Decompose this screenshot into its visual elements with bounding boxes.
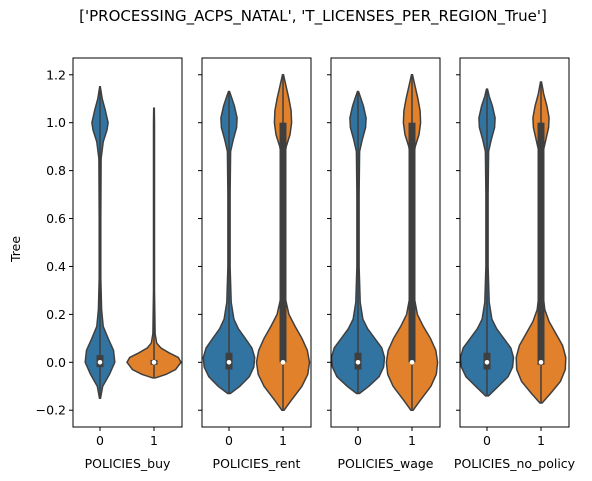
y-tick-label: −0.2 [36,403,66,418]
x-axis-label-2: POLICIES_rent [213,456,301,471]
median-dot-4-cat1 [538,360,544,365]
x-axis-label-3: POLICIES_wage [337,456,433,471]
axes-frame-2 [201,57,312,428]
x-tick-label: 1 [279,433,287,448]
panel-1: −0.2 0.0 0.2 0.4 0.6 0.8 1.0 1.2 0 1 POLICIES_buy [36,57,183,471]
y-axis-label: Tree [8,236,23,263]
iqr-box-3-cat1 [408,122,416,363]
axes-frame-4 [459,57,570,428]
y-tick-label: 0.2 [46,307,66,322]
median-dot-2-cat1 [280,360,286,365]
y-tick-label: 0.0 [46,355,66,370]
median-dot-2-cat0 [226,360,232,365]
median-dot-1-cat0 [97,360,103,365]
x-tick-label: 0 [96,433,104,448]
median-dot-3-cat1 [409,360,415,365]
y-tick-label: 0.4 [46,259,66,274]
iqr-box-4-cat1 [537,122,545,365]
y-tick-label: 1.0 [46,115,66,130]
x-tick-label: 1 [408,433,416,448]
axes-frame-1 [72,57,183,428]
panel-3: 0 1 POLICIES_wage [327,57,441,471]
panel-4: 0 1 POLICIES_no_policy [454,57,576,471]
median-dot-4-cat0 [484,360,490,365]
y-tick-label: 0.8 [46,163,66,178]
panel-2: 0 1 POLICIES_rent [198,57,312,471]
median-dot-1-cat1 [151,360,157,365]
x-tick-label: 0 [483,433,491,448]
axes-frame-3 [330,57,441,428]
chart-title: ['PROCESSING_ACPS_NATAL', 'T_LICENSES_PE… [79,7,547,26]
y-tick-label: 1.2 [46,67,66,82]
x-tick-label: 0 [225,433,233,448]
x-tick-label: 0 [354,433,362,448]
y-tick-label: 0.6 [46,211,66,226]
iqr-box-2-cat1 [279,122,287,363]
x-tick-label: 1 [150,433,158,448]
median-dot-3-cat0 [355,360,361,365]
x-tick-label: 1 [537,433,545,448]
x-axis-label-4: POLICIES_no_policy [454,456,576,471]
x-axis-label-1: POLICIES_buy [85,456,171,471]
